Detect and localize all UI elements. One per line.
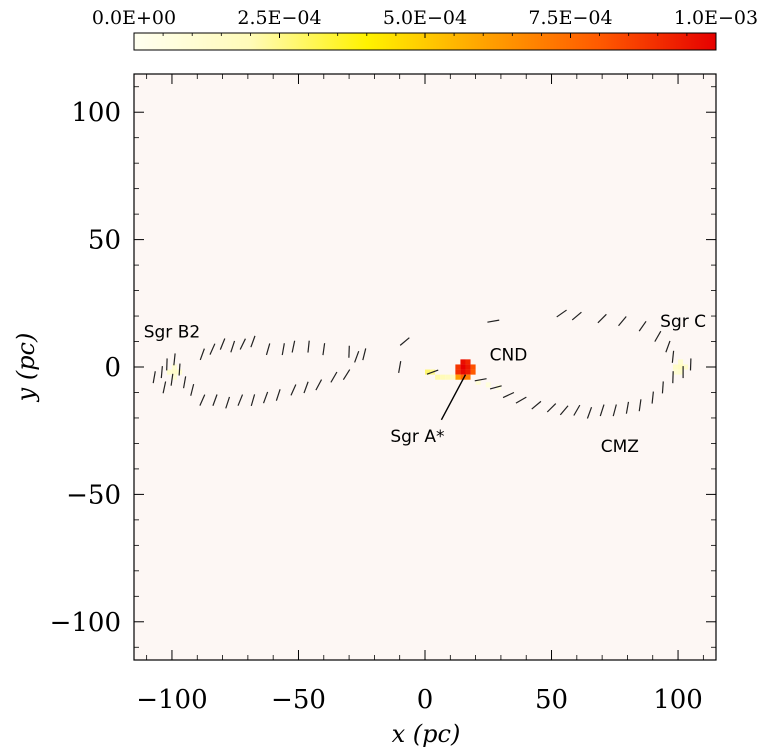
x-tick-label: 100 xyxy=(653,685,703,715)
colorbar-ticks: 0.0E+00 2.5E−04 5.0E−04 7.5E−04 1.0E−03 xyxy=(92,7,758,38)
y-tick-label: −50 xyxy=(66,480,121,510)
y-tick-label: −100 xyxy=(50,608,121,638)
heatmap-cell xyxy=(455,364,460,369)
y-tick-label: 50 xyxy=(88,226,121,256)
heatmap-cell xyxy=(460,359,465,364)
heatmap-cell xyxy=(465,364,470,369)
y-tick-label: 0 xyxy=(104,353,121,383)
heatmap-cell xyxy=(673,364,678,369)
annotation-label: Sgr B2 xyxy=(144,322,200,342)
x-tick-label: −50 xyxy=(271,685,326,715)
colorbar-tick-label: 5.0E−04 xyxy=(383,7,467,29)
heatmap-cell xyxy=(460,364,465,369)
heatmap-cell xyxy=(678,364,683,369)
heatmap-cell xyxy=(167,370,172,375)
colorbar-tick-label: 2.5E−04 xyxy=(237,7,321,29)
heatmap-cell xyxy=(678,359,683,364)
heatmap-cell xyxy=(455,375,460,380)
heatmap-cell xyxy=(678,370,683,375)
annotation-label: Sgr C xyxy=(660,312,706,332)
plot-area xyxy=(134,74,716,660)
colorbar-tick-label: 0.0E+00 xyxy=(92,7,176,29)
x-tick-label: −100 xyxy=(136,685,207,715)
x-axis-title: x (pc) xyxy=(392,720,461,748)
annotation-label: CMZ xyxy=(601,437,639,457)
heatmap-cell xyxy=(445,375,450,380)
heatmap-cell xyxy=(683,364,688,369)
heatmap-cell xyxy=(471,370,476,375)
heatmap-cell xyxy=(172,364,177,369)
x-tick-label: 50 xyxy=(535,685,568,715)
colorbar-tick-label: 7.5E−04 xyxy=(528,7,612,29)
y-axis-title: y (pc) xyxy=(12,333,40,403)
x-tick-label: 0 xyxy=(417,685,434,715)
heatmap-cell xyxy=(440,375,445,380)
annotation-label: CND xyxy=(490,345,528,365)
heatmap-cell xyxy=(450,375,455,380)
polarization-vector xyxy=(179,364,180,376)
heatmap-cell xyxy=(455,370,460,375)
y-tick-label: 100 xyxy=(71,98,121,128)
colorbar-tick-label: 1.0E−03 xyxy=(674,7,758,29)
heatmap-cell xyxy=(465,375,470,380)
heatmap-cell xyxy=(486,382,491,387)
heatmap-cell xyxy=(465,370,470,375)
annotation-label: Sgr A* xyxy=(390,427,444,447)
polarization-vector xyxy=(662,381,663,393)
heatmap-cell xyxy=(435,375,440,380)
heatmap-cell xyxy=(471,364,476,369)
heatmap-cell xyxy=(460,370,465,375)
heatmap-cell xyxy=(465,359,470,364)
